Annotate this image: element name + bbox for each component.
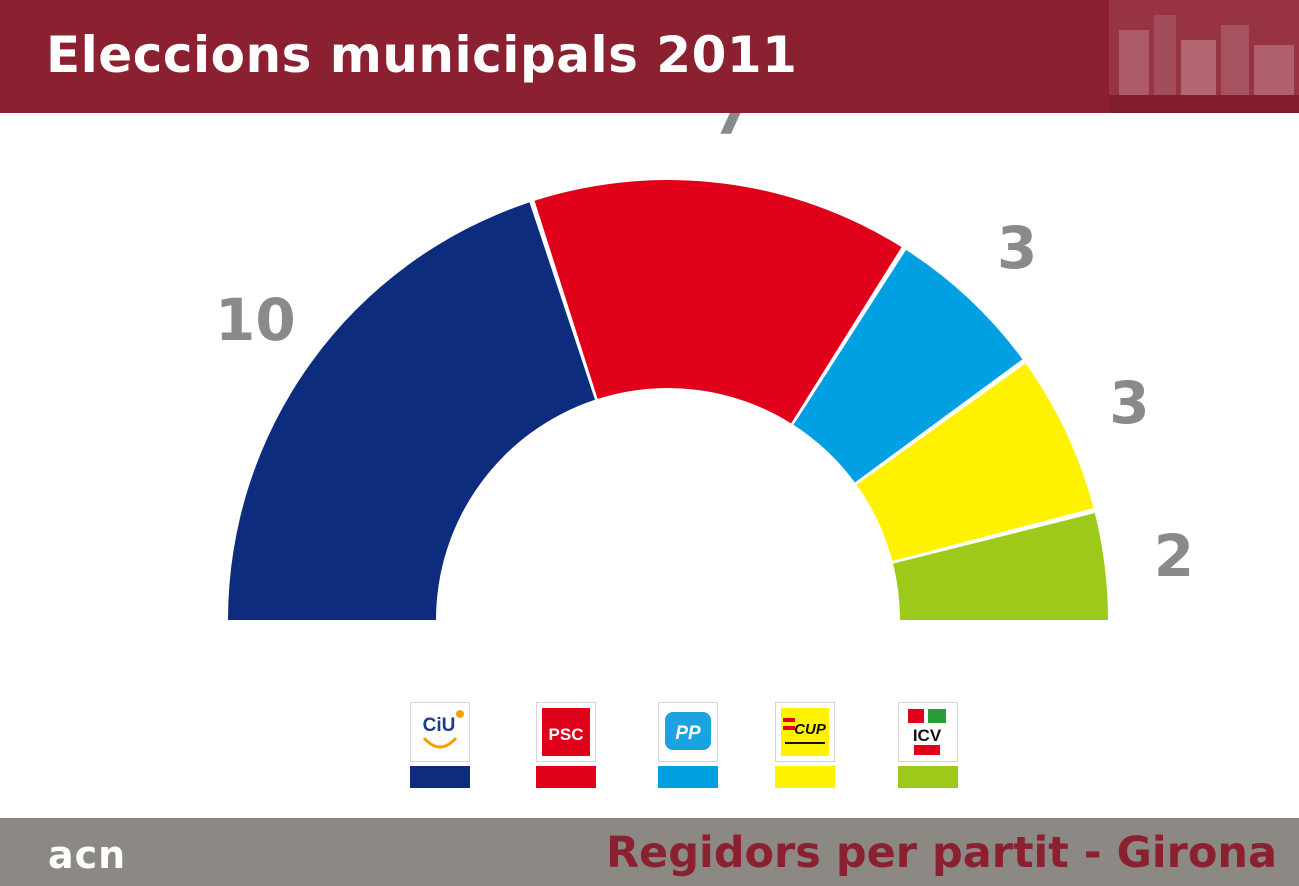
legend-swatch-pp (658, 766, 718, 788)
icv-logo-icon: ICV (898, 702, 958, 762)
legend-swatch-ciu (410, 766, 470, 788)
slice-ciu (228, 202, 595, 620)
psc-logo-icon: PSC (536, 702, 596, 762)
seat-label-cup: 3 (1109, 369, 1149, 437)
slice-icv-euia (893, 513, 1108, 620)
seat-label-ciu: 10 (215, 286, 296, 354)
pp-logo-icon: PP (658, 702, 718, 762)
legend-swatch-cup (775, 766, 835, 788)
seat-distribution-chart: 10 7 3 3 2 (215, 113, 1194, 620)
legend-item-icv: ICV (898, 700, 960, 792)
city-skyline-image (1109, 0, 1299, 113)
seat-label-pp: 3 (997, 214, 1037, 282)
header-bar: Eleccions municipals 2011 (0, 0, 1299, 113)
legend-item-psc: PSC (536, 700, 598, 792)
icv-logo-text: ICV (913, 726, 942, 745)
seat-label-icv-euia: 2 (1154, 522, 1194, 590)
seat-label-psc: 7 (712, 113, 752, 148)
footer-bar: acn Regidors per partit - Girona (0, 818, 1299, 886)
slice-cup (856, 363, 1094, 561)
acn-logo: acn (48, 833, 127, 877)
party-legend: CiU PSC PP (400, 700, 980, 792)
psc-logo-text: PSC (549, 725, 584, 744)
cup-logo-icon: CUP (775, 702, 835, 762)
legend-swatch-icv (898, 766, 958, 788)
cup-logo-text: CUP (794, 721, 827, 738)
legend-item-ciu: CiU (410, 700, 472, 792)
legend-swatch-psc (536, 766, 596, 788)
pp-logo-text: PP (675, 723, 701, 744)
legend-item-pp: PP (658, 700, 720, 792)
slice-pp (793, 249, 1023, 483)
legend-item-cup: CUP (775, 700, 837, 792)
ciu-logo-text: CiU (423, 715, 456, 736)
slice-psc (534, 179, 902, 424)
chart-caption: Regidors per partit - Girona (605, 828, 1277, 878)
page-title: Eleccions municipals 2011 (46, 26, 798, 84)
ciu-logo-icon: CiU (410, 702, 470, 762)
